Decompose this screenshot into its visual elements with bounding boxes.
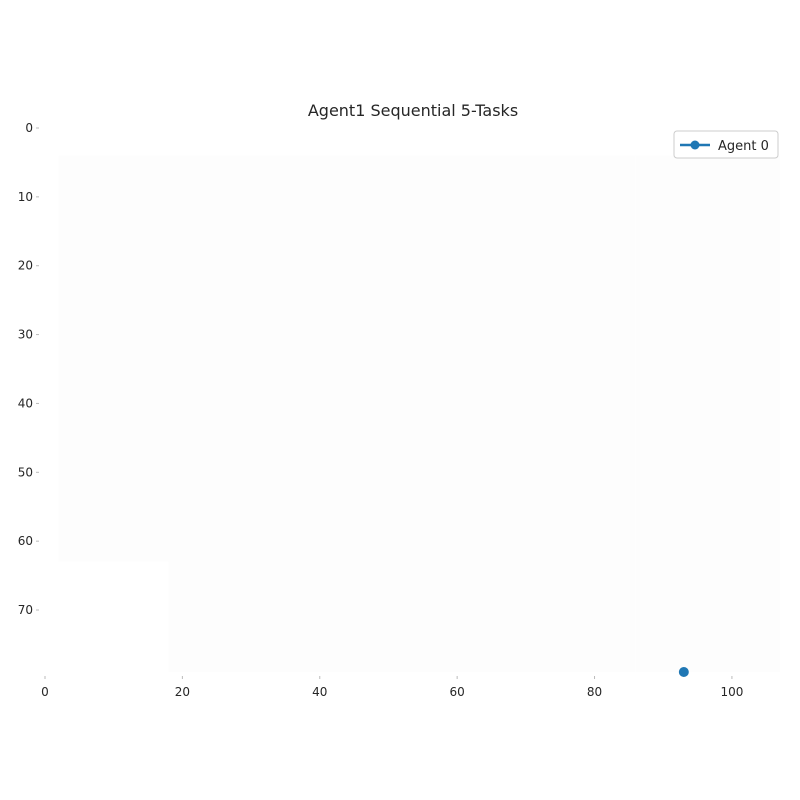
y-tick-label: 60 [18, 534, 33, 548]
background-block-3 [388, 155, 526, 672]
y-tick-label: 20 [18, 259, 33, 273]
x-tick-label: 80 [587, 685, 602, 699]
data-point-agent-0 [678, 667, 689, 677]
background-block-1 [168, 155, 252, 672]
legend-marker [690, 140, 700, 150]
x-axis: 0 20 40 60 80 100 [41, 676, 743, 699]
legend-label: Agent 0 [718, 139, 769, 154]
background-block-5 [635, 155, 780, 672]
y-tick-label: 0 [25, 121, 33, 135]
data-points [678, 667, 689, 677]
background-blocks [58, 155, 780, 672]
y-tick-label: 30 [18, 328, 33, 342]
legend-box [673, 130, 779, 159]
x-tick-label: 100 [720, 685, 743, 699]
y-axis: 0 10 20 30 40 50 60 70 [18, 121, 39, 617]
y-tick-label: 70 [18, 603, 33, 617]
background-block-0 [58, 155, 169, 562]
y-tick-label: 50 [18, 465, 33, 479]
background-block-2 [251, 155, 389, 672]
x-tick-label: 60 [450, 685, 465, 699]
y-tick-label: 10 [18, 190, 33, 204]
x-tick-label: 0 [41, 685, 49, 699]
x-tick-label: 40 [312, 685, 327, 699]
chart-title: Agent1 Sequential 5-Tasks [308, 101, 518, 120]
legend: Agent 0 [673, 130, 779, 159]
background-block-4 [525, 155, 636, 672]
x-tick-label: 20 [175, 685, 190, 699]
y-tick-label: 40 [18, 396, 33, 410]
